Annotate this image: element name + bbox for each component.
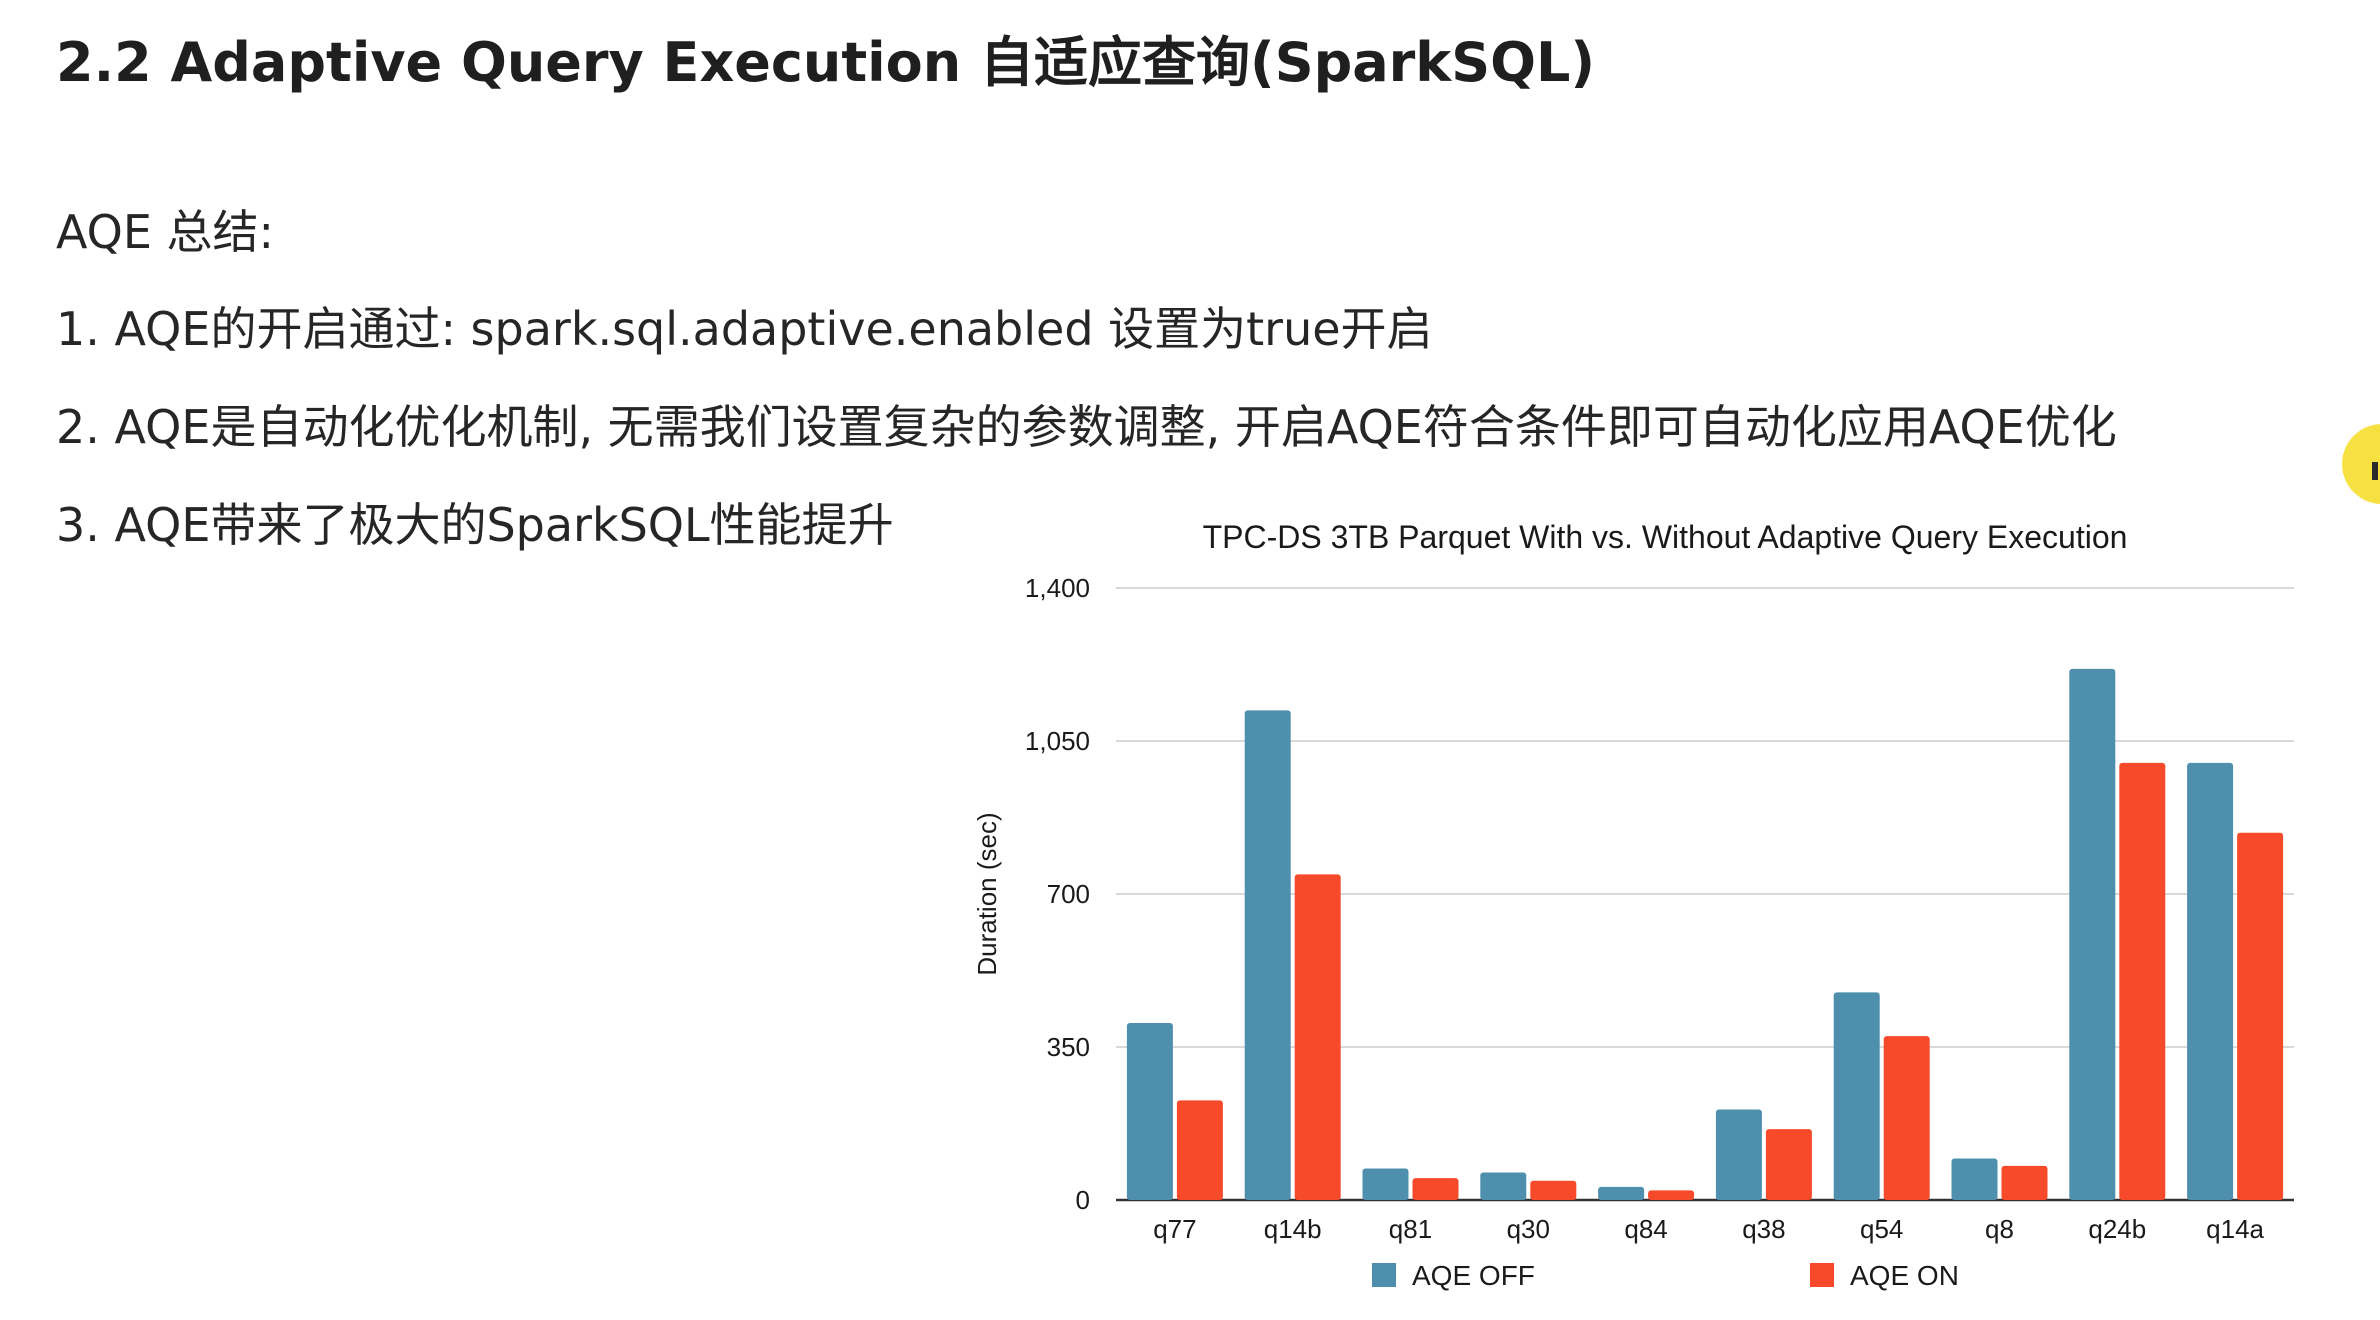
bar-aqe-on-q77 [1176, 1100, 1223, 1200]
chart-svg: TPC-DS 3TB Parquet With vs. Without Adap… [972, 519, 2294, 1291]
x-tick-label: q38 [1742, 1214, 1785, 1244]
bar-aqe-on-q54 [1883, 1036, 1930, 1200]
duration-bar-chart: TPC-DS 3TB Parquet With vs. Without Adap… [960, 500, 2320, 1320]
bar-aqe-off-q14b [1244, 710, 1291, 1200]
bar-aqe-off-q77 [1126, 1022, 1173, 1200]
y-axis-label: Duration (sec) [972, 812, 1002, 975]
y-tick-label: 0 [1076, 1185, 1090, 1215]
x-tick-label: q8 [1985, 1214, 2014, 1244]
bar-aqe-on-q81 [1412, 1178, 1459, 1200]
x-tick-label: q81 [1389, 1214, 1432, 1244]
bar-aqe-on-q8 [2001, 1165, 2048, 1200]
bar-aqe-off-q38 [1715, 1109, 1762, 1200]
y-tick-label: 1,050 [1025, 726, 1090, 756]
legend-swatch-aqe-on [1810, 1263, 1834, 1287]
bar-aqe-on-q84 [1648, 1190, 1695, 1200]
x-tick-label: q24b [2088, 1214, 2146, 1244]
bar-aqe-off-q14a [2187, 762, 2234, 1200]
legend-label-aqe-on: AQE ON [1850, 1260, 1959, 1291]
bar-aqe-off-q54 [1833, 992, 1880, 1200]
x-tick-label: q14b [1264, 1214, 1322, 1244]
bar-aqe-off-q30 [1480, 1172, 1527, 1200]
bar-aqe-on-q30 [1530, 1180, 1577, 1200]
y-tick-label: 350 [1047, 1032, 1090, 1062]
x-tick-label: q77 [1153, 1214, 1196, 1244]
slide-title: 2.2 Adaptive Query Execution 自适应查询(Spark… [56, 31, 1596, 94]
bar-aqe-off-q24b [2069, 668, 2116, 1200]
bar-aqe-on-q14b [1294, 874, 1341, 1200]
y-tick-label: 1,400 [1025, 573, 1090, 603]
x-tick-label: q84 [1624, 1214, 1667, 1244]
summary-heading: AQE 总结: [56, 205, 275, 259]
x-tick-label: q14a [2206, 1214, 2264, 1244]
bar-aqe-off-q81 [1362, 1168, 1409, 1200]
x-tick-label: q54 [1860, 1214, 1903, 1244]
bar-aqe-on-q38 [1765, 1129, 1812, 1200]
x-tick-label: q30 [1507, 1214, 1550, 1244]
legend-label-aqe-off: AQE OFF [1412, 1260, 1535, 1291]
bar-aqe-on-q14a [2237, 832, 2284, 1200]
pointer-cursor-icon [2372, 462, 2378, 480]
bar-aqe-off-q84 [1598, 1186, 1645, 1200]
summary-item-3: 3. AQE带来了极大的SparkSQL性能提升 [56, 498, 894, 552]
legend-swatch-aqe-off [1372, 1263, 1396, 1287]
bar-aqe-on-q24b [2119, 762, 2166, 1200]
summary-item-1: 1. AQE的开启通过: spark.sql.adaptive.enabled … [56, 302, 1433, 356]
chart-title: TPC-DS 3TB Parquet With vs. Without Adap… [1203, 519, 2128, 555]
bar-aqe-off-q8 [1951, 1158, 1998, 1200]
summary-item-2: 2. AQE是自动化优化机制, 无需我们设置复杂的参数调整, 开启AQE符合条件… [56, 400, 2117, 454]
y-tick-label: 700 [1047, 879, 1090, 909]
